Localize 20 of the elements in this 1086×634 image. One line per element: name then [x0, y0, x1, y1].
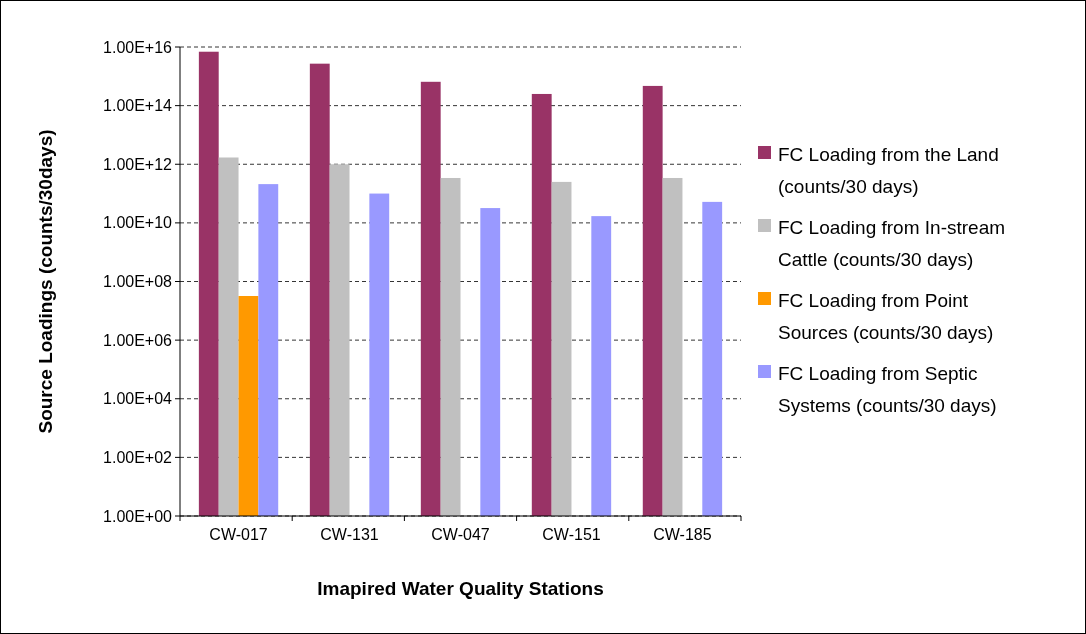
y-tick-label: 1.00E+12 — [103, 155, 173, 173]
y-axis-title: Source Loadings (counts/30days) — [35, 129, 56, 434]
y-tick-label: 1.00E+14 — [103, 97, 173, 115]
y-tick-label: 1.00E+06 — [103, 331, 173, 349]
y-tick-label: 1.00E+02 — [103, 448, 173, 466]
legend-label: FC Loading from In-stream Cattle (counts/30 days) — [778, 216, 1006, 270]
legend-label: FC Loading from the Land (counts/30 days) — [778, 143, 999, 197]
y-tick-label: 1.00E+04 — [103, 390, 173, 408]
x-tick-label: CW-151 — [542, 526, 601, 543]
y-tick-label: 1.00E+00 — [103, 507, 173, 525]
x-tick-label: CW-131 — [320, 526, 379, 543]
x-axis-title: Imapired Water Quality Stations — [317, 578, 604, 599]
y-tick-label: 1.00E+16 — [103, 38, 173, 56]
y-tick-label: 1.00E+08 — [103, 273, 173, 291]
legend-label: FC Loading from Point Sources (counts/30 days) — [778, 289, 994, 343]
x-tick-label: CW-017 — [209, 526, 268, 543]
legend-label: FC Loading from Septic Systems (counts/30 days) — [778, 362, 997, 416]
x-tick-label: CW-185 — [653, 526, 712, 543]
x-tick-label: CW-047 — [431, 526, 490, 543]
y-tick-label: 1.00E+10 — [103, 214, 173, 232]
